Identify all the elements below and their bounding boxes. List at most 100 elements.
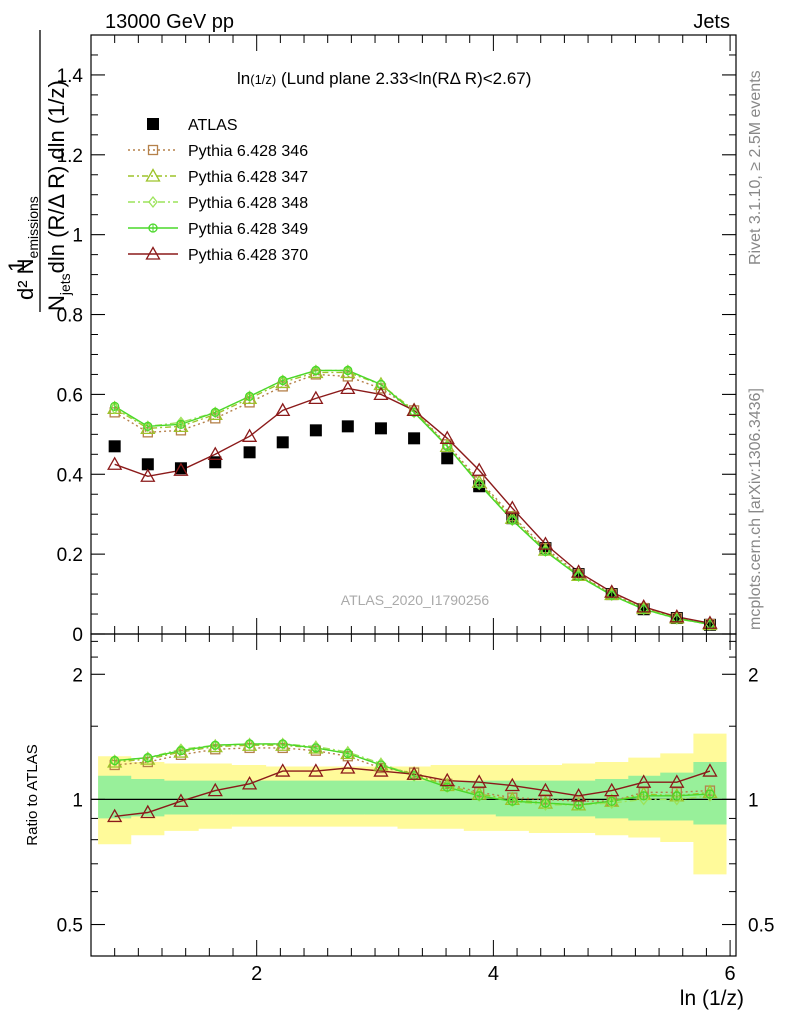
header-right: Jets: [693, 11, 730, 33]
xtick-label-2: 6: [725, 963, 736, 985]
ratio-panel-frame: [90, 633, 737, 957]
main-point-s3-14: [573, 570, 584, 583]
header-left: 13000 GeV pp: [105, 11, 234, 33]
main-line-series-5: [114, 387, 711, 624]
main-point-s0-5: [276, 436, 289, 449]
legend-marker-2: [145, 168, 161, 182]
main-title-func: ln: [237, 69, 250, 88]
ratio-ytick-label-0: 0.5: [57, 916, 83, 937]
ratio-point-s1-17: [669, 788, 685, 802]
main-ytick-label-5: 1: [72, 226, 83, 247]
main-title: ln(1/z) (Lund plane 2.33<ln(RΔ R)<2.67): [237, 69, 531, 88]
main-point-s0-9: [408, 432, 421, 445]
main-point-s5-6: [308, 390, 324, 405]
xtick-label-0: 2: [251, 963, 262, 985]
main-ytick-label-0: 0: [72, 625, 83, 646]
legend: ATLAS Pythia 6.428 346 Pythia 6.428 347 Pyt…: [128, 117, 308, 264]
ratio-point-s4-13: [537, 782, 554, 797]
main-point-s3-7: [342, 364, 353, 377]
main-point-s3-4: [244, 390, 255, 403]
ratio-ytick-label-right-1: 1: [748, 790, 759, 811]
ratio-point-s4-10: [439, 772, 455, 787]
main-point-s3-9: [409, 406, 419, 419]
main-axes: 0 0.2 0.4 0.6 0.8 1 1.2 1.4: [57, 35, 736, 646]
legend-label-1: Pythia 6.428 346: [188, 143, 308, 160]
ratio-point-s4-15: [604, 782, 620, 797]
legend-label-3: Pythia 6.428 348: [188, 195, 308, 212]
legend-marker-3: [148, 195, 158, 209]
xlabel-func: ln: [680, 987, 696, 1010]
main-line-series-1: [114, 373, 711, 625]
main-ytick-label-3: 0.6: [57, 385, 83, 406]
ratio-point-s4-1: [140, 804, 156, 819]
rivet-label: Rivet 3.1.10, ≥ 2.5M events: [747, 70, 764, 265]
main-point-s5-5: [275, 402, 291, 417]
legend-label-2: Pythia 6.428 347: [188, 169, 308, 186]
main-point-s0-4: [243, 446, 256, 459]
ylabel-frac-den: Njetsdln (R/Δ R) dln (1/z): [44, 80, 73, 311]
ratio-point-s1-15: [604, 793, 620, 807]
ratio-series-markers: [107, 737, 718, 823]
legend-marker-0: [147, 118, 159, 130]
ratio-point-s4-6: [308, 763, 324, 777]
ratio-point-s2-13: [540, 798, 551, 811]
main-point-s5-15: [604, 584, 620, 598]
ratio-point-s2-11: [474, 789, 485, 802]
main-point-s5-11: [471, 462, 487, 476]
main-ylabel: 1 d² Nemissions Njetsdln (R/Δ R) dln (1/…: [4, 30, 73, 312]
ratio-point-s2-3: [210, 739, 221, 752]
analysis-watermark: ATLAS_2020_I1790256: [341, 592, 490, 608]
main-point-s5-12: [504, 500, 520, 514]
ratio-band-green: [98, 762, 727, 825]
main-point-s3-5: [277, 374, 288, 387]
main-point-s0-0: [108, 440, 121, 453]
main-point-s0-7: [341, 420, 354, 433]
ratio-ytick-label-1: 1: [72, 790, 83, 811]
ratio-axes: 0.5 0.5 1 1 2 2 2 4 6: [57, 634, 774, 985]
main-title-arg: (1/z): [250, 72, 276, 87]
main-point-s3-8: [376, 378, 386, 391]
legend-label-0: ATLAS: [188, 117, 238, 134]
ratio-point-s4-8: [373, 763, 389, 777]
legend-label-5: Pythia 6.428 370: [188, 247, 308, 264]
main-point-s3-16: [638, 603, 649, 616]
ratio-point-s2-14: [573, 798, 584, 811]
ratio-point-s2-4: [244, 737, 255, 750]
ratio-point-s2-16: [638, 793, 649, 806]
ylabel-numerator: 1: [4, 260, 29, 272]
ratio-point-s4-18: [702, 763, 718, 777]
legend-marker-5: [145, 246, 161, 260]
main-point-s3-17: [671, 612, 682, 625]
main-point-s3-3: [210, 406, 221, 419]
ratio-ytick-label-right-0: 0.5: [748, 916, 774, 937]
ratio-point-s4-12: [504, 777, 520, 792]
ratio-point-s4-16: [636, 774, 652, 788]
ratio-point-s2-17: [671, 793, 682, 806]
main-point-s3-6: [311, 364, 321, 377]
main-point-s5-2: [173, 462, 189, 476]
main-point-s5-17: [669, 609, 685, 623]
ratio-point-s2-0: [109, 754, 120, 767]
ratio-point-s2-1: [142, 751, 153, 764]
ratio-point-s2-15: [606, 797, 617, 810]
main-point-s5-10: [439, 430, 455, 444]
ratio-point-s2-18: [705, 789, 715, 802]
ratio-point-s4-11: [471, 774, 487, 788]
ratio-point-s1-13: [537, 795, 554, 809]
ratio-point-s4-3: [207, 782, 223, 797]
main-title-rest: (Lund plane 2.33<ln(RΔ R)<2.67): [276, 69, 531, 88]
xtick-label-1: 4: [488, 963, 499, 985]
ratio-point-s4-17: [669, 774, 685, 788]
ratio-point-s2-5: [277, 737, 288, 750]
mcplots-label: mcplots.cern.ch [arXiv:1306.3436]: [747, 388, 764, 630]
main-ytick-label-7: 1.4: [57, 66, 84, 87]
main-point-s5-0: [107, 456, 123, 470]
main-point-s5-1: [140, 468, 156, 482]
main-point-s5-8: [373, 386, 389, 401]
main-point-s5-16: [636, 599, 652, 613]
legend-marker-1: [147, 144, 159, 156]
main-ytick-label-2: 0.4: [57, 465, 84, 486]
ratio-point-s4-5: [275, 763, 291, 777]
main-point-s0-3: [209, 456, 222, 469]
